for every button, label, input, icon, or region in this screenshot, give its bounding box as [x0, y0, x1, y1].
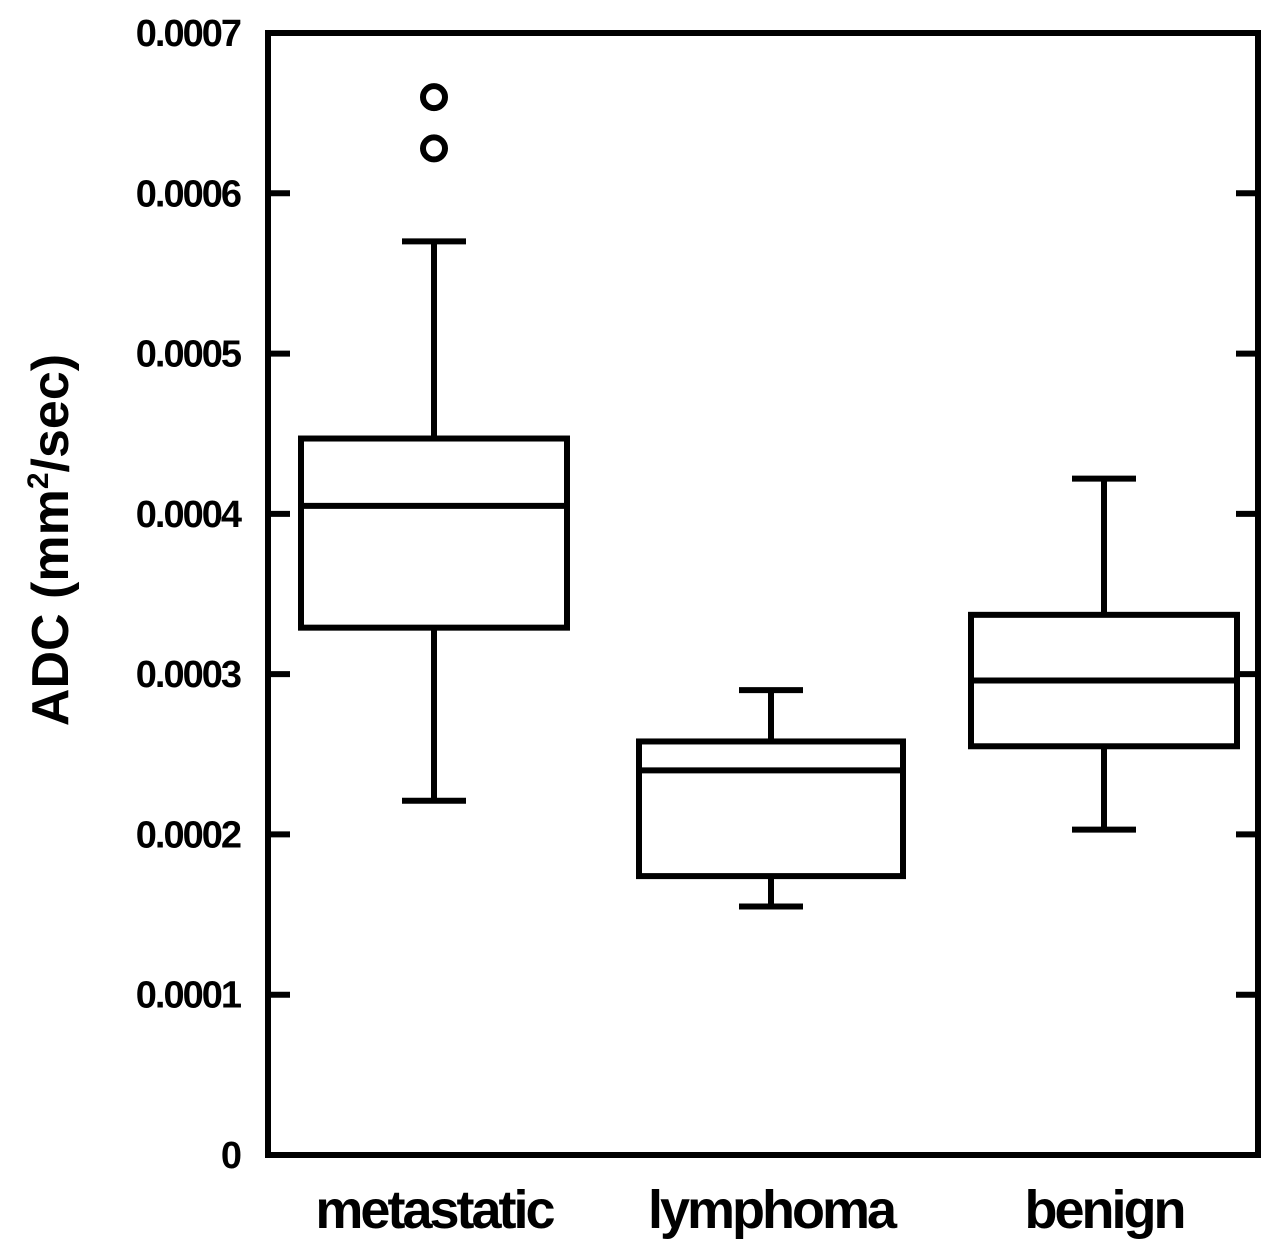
box-series [298, 83, 1240, 910]
x-category-label: benign [1025, 1180, 1184, 1240]
y-axis-tick-labels: 0 0.0001 0.0002 0.0003 0.0004 0.0005 0.0006 0.0… [136, 13, 244, 1177]
x-category-label: lymphoma [648, 1180, 898, 1240]
outlier-point [420, 83, 448, 112]
box-benign [968, 475, 1240, 833]
y-tick-label: 0.0007 [136, 13, 241, 55]
y-axis-title-prefix: ADC (mm [22, 489, 80, 726]
y-tick-label: 0.0002 [136, 814, 241, 856]
iqr-box [298, 435, 570, 631]
y-tick-label: 0.0001 [136, 975, 242, 1017]
y-tick-label: 0.0005 [136, 334, 242, 376]
box-metastatic [298, 83, 570, 804]
y-tick-label: 0.0004 [136, 494, 242, 536]
x-category-label: metastatic [315, 1180, 554, 1240]
iqr-box [636, 738, 906, 880]
y-tick-label: 0 [221, 1135, 241, 1177]
y-tick-label: 0.0003 [136, 654, 241, 696]
box-lymphoma [636, 687, 906, 910]
plot-border [265, 30, 1261, 1158]
y-axis-title-superscript: 2 [22, 472, 55, 489]
plot-frame [265, 30, 1261, 1158]
y-axis-title: ADC (mm2/sec) [22, 354, 80, 726]
y-axis-ticks [268, 190, 1258, 998]
x-axis-category-labels: metastatic lymphoma benign [315, 1180, 1186, 1240]
y-axis-title-suffix: /sec) [22, 354, 80, 473]
outlier-point [420, 134, 448, 163]
y-tick-label: 0.0006 [136, 173, 241, 215]
